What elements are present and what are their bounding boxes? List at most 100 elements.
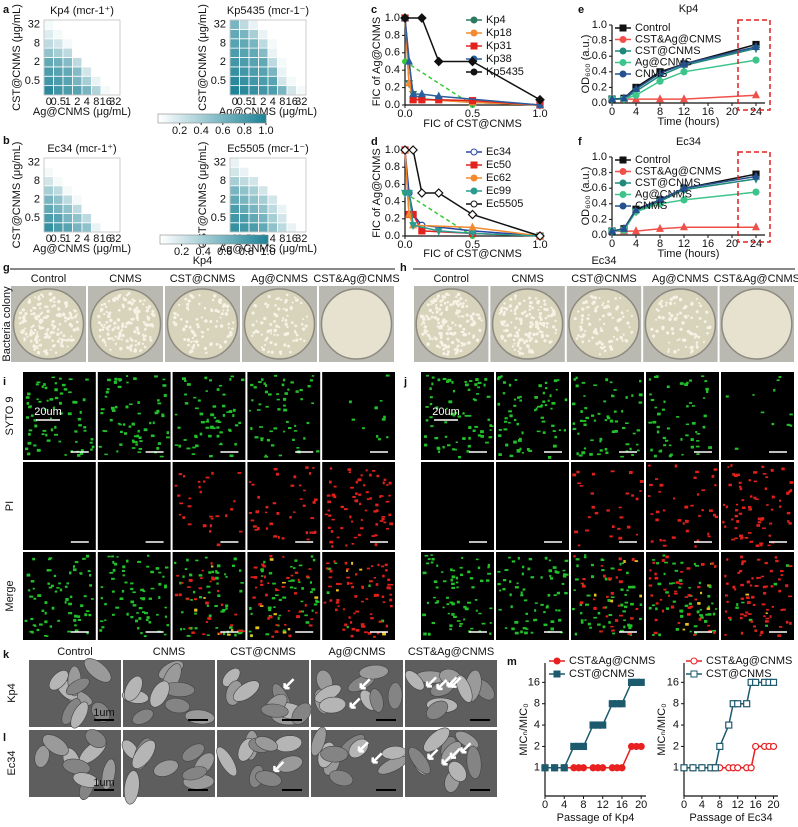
heatmap-cell <box>240 29 250 38</box>
cell-green <box>637 429 641 431</box>
cell-red <box>343 608 345 610</box>
cell-red <box>207 617 211 620</box>
cell-green <box>84 613 87 616</box>
cell-red <box>779 626 782 628</box>
heatmap-cell <box>92 223 102 232</box>
colony <box>56 333 60 337</box>
cell-green <box>703 397 705 399</box>
colony <box>502 313 505 316</box>
legend-marker <box>620 25 626 31</box>
heatmap-cell <box>230 177 240 186</box>
colony <box>64 320 67 323</box>
cell-green <box>283 431 285 433</box>
cell-green <box>167 431 170 434</box>
cell-red <box>294 592 297 594</box>
colony <box>34 296 36 298</box>
cell-green <box>232 565 235 567</box>
colony <box>134 311 137 314</box>
cell-green <box>621 410 623 413</box>
cell-red <box>239 531 243 533</box>
cell-red <box>284 624 286 626</box>
cell-red <box>690 505 693 507</box>
colony <box>279 350 282 353</box>
colony <box>428 318 431 321</box>
cell-green <box>573 378 576 380</box>
cell-green <box>334 563 337 565</box>
cell-green <box>700 609 702 611</box>
colony <box>602 314 605 317</box>
cell-red <box>615 619 618 622</box>
cell-green <box>575 633 577 636</box>
marker <box>690 765 696 771</box>
marker <box>753 679 759 685</box>
plate-column-label: CST@CNMS <box>170 273 236 285</box>
colony <box>661 316 664 319</box>
colony <box>280 299 282 301</box>
cell-green <box>29 429 33 431</box>
marker <box>435 189 443 197</box>
colony <box>76 321 79 324</box>
y-axis-label: OD₆₀₀ (a.u.) <box>580 35 592 94</box>
cell-green <box>456 441 458 443</box>
heatmap-cell <box>249 158 259 167</box>
cell-red <box>209 530 211 533</box>
heatmap-cell <box>268 195 278 204</box>
colony <box>108 300 110 302</box>
colony <box>708 325 712 329</box>
cell-green <box>227 634 231 636</box>
colony <box>34 338 38 342</box>
colony <box>269 341 272 344</box>
cell-red <box>200 491 202 493</box>
cell-red <box>349 616 351 618</box>
cell-green <box>519 399 521 401</box>
colony <box>57 307 60 310</box>
colony <box>185 325 188 328</box>
colony <box>67 345 69 347</box>
cell-green <box>129 425 131 427</box>
cell-red <box>344 508 348 510</box>
colony <box>514 298 516 300</box>
cell-green <box>277 399 280 401</box>
cell-green <box>657 426 660 428</box>
cell-green <box>478 382 482 384</box>
colony <box>625 339 628 342</box>
colony <box>295 298 299 302</box>
cell-green <box>74 430 77 432</box>
cell-red <box>747 601 751 604</box>
heatmap-cell <box>92 39 102 48</box>
legend-marker <box>620 203 626 209</box>
colony <box>518 302 521 305</box>
heatmap-cell <box>249 204 259 213</box>
cell-green <box>31 580 35 582</box>
y-axis-label: FIC of Ag@CNMS <box>371 148 383 237</box>
cell-green <box>654 455 657 458</box>
cell-red <box>680 571 683 573</box>
cell-red <box>742 560 745 563</box>
colony <box>225 312 229 316</box>
cell-red <box>202 633 205 635</box>
cell-green <box>258 403 261 405</box>
heatmap-cell <box>278 39 288 48</box>
cell-green <box>210 413 214 416</box>
colony <box>532 333 535 336</box>
cell-green <box>579 454 583 456</box>
cell-green <box>559 429 561 431</box>
cell-green <box>47 439 51 441</box>
heatmap-cell <box>82 214 92 223</box>
colony <box>251 335 253 337</box>
cell-green <box>637 450 640 452</box>
colorbar-step <box>188 114 191 123</box>
colony <box>151 325 154 328</box>
colony <box>478 314 480 316</box>
y-tick-label: 8 <box>34 175 40 187</box>
cell-green <box>75 561 79 563</box>
colony <box>598 341 601 344</box>
colony <box>472 336 474 338</box>
colorbar-step <box>211 235 214 244</box>
colony <box>98 321 101 324</box>
colony <box>115 335 118 338</box>
cell-green <box>656 562 659 564</box>
cell-green <box>473 429 476 431</box>
colorbar-tick-label: 1.0 <box>258 125 273 137</box>
cell-green <box>146 619 149 621</box>
